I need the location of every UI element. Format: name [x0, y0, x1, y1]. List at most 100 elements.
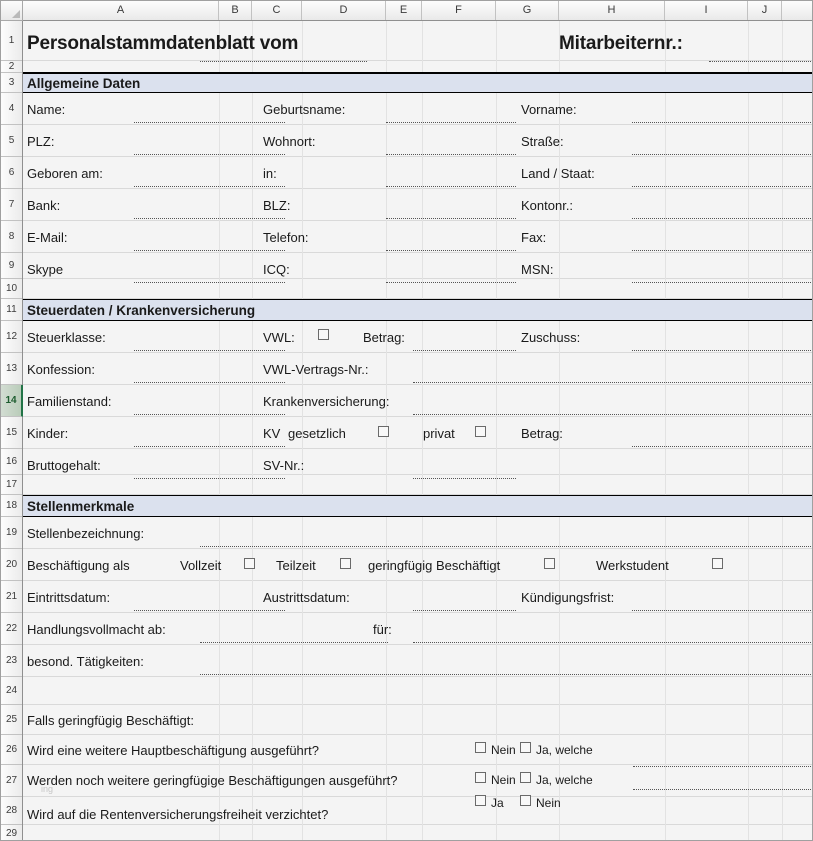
row-header-4[interactable]: 4 — [1, 93, 22, 125]
field-email[interactable] — [134, 250, 285, 251]
field-birth-name[interactable] — [386, 122, 516, 123]
checkbox-q3-yes[interactable] — [475, 795, 486, 806]
row-header-21[interactable]: 21 — [1, 581, 22, 613]
field-exit-date[interactable] — [413, 610, 516, 611]
field-born-on[interactable] — [134, 186, 285, 187]
column-header-F[interactable]: F — [422, 1, 496, 20]
column-header-J[interactable]: J — [748, 1, 782, 20]
column-header-K[interactable]: K — [782, 1, 812, 20]
label-first-name: Vorname: — [521, 101, 577, 117]
label-account-no: Kontonr.: — [521, 197, 574, 213]
label-kv-private: privat — [423, 425, 455, 441]
field-msn[interactable] — [632, 282, 811, 283]
row-header-15[interactable]: 15 — [1, 417, 22, 449]
field-fax[interactable] — [632, 250, 811, 251]
checkbox-full-time[interactable] — [244, 558, 255, 569]
field-confession[interactable] — [134, 382, 285, 383]
column-header-G[interactable]: G — [496, 1, 559, 20]
checkbox-q3-no[interactable] — [520, 795, 531, 806]
title-date-fill-line[interactable] — [200, 61, 367, 62]
field-special-activities[interactable] — [200, 674, 811, 675]
field-city[interactable] — [386, 154, 516, 155]
row-header-23[interactable]: 23 — [1, 645, 22, 677]
row-header-3[interactable]: 3 — [1, 73, 22, 93]
field-blz[interactable] — [386, 218, 516, 219]
checkbox-q1-yes[interactable] — [520, 742, 531, 753]
employee-number-fill-line[interactable] — [709, 61, 811, 62]
column-header-A[interactable]: A — [23, 1, 219, 20]
gridline-horizontal — [23, 221, 812, 253]
field-subsidy[interactable] — [632, 350, 811, 351]
row-header-24[interactable]: 24 — [1, 677, 22, 705]
field-kv-amount[interactable] — [632, 446, 811, 447]
checkbox-vwl[interactable] — [318, 329, 329, 340]
checkbox-working-student[interactable] — [712, 558, 723, 569]
row-header-28[interactable]: 28 — [1, 797, 22, 825]
column-header-H[interactable]: H — [559, 1, 665, 20]
column-header-D[interactable]: D — [302, 1, 386, 20]
row-header-22[interactable]: 22 — [1, 613, 22, 645]
field-for[interactable] — [413, 642, 811, 643]
row-header-1[interactable]: 1 — [1, 21, 22, 61]
row-header-26[interactable]: 26 — [1, 735, 22, 765]
field-vwl-amount[interactable] — [413, 350, 516, 351]
field-name[interactable] — [134, 122, 285, 123]
field-tax-class[interactable] — [134, 350, 285, 351]
field-vwl-contract-no[interactable] — [413, 382, 811, 383]
field-icq[interactable] — [386, 282, 516, 283]
field-bank[interactable] — [134, 218, 285, 219]
row-header-12[interactable]: 12 — [1, 321, 22, 353]
row-header-19[interactable]: 19 — [1, 517, 22, 549]
row-header-29[interactable]: 29 — [1, 825, 22, 840]
checkbox-kv-private[interactable] — [475, 426, 486, 437]
row-header-2[interactable]: 2 — [1, 61, 22, 73]
row-header-14[interactable]: 14 — [1, 385, 23, 417]
row-header-13[interactable]: 13 — [1, 353, 22, 385]
row-header-10[interactable]: 10 — [1, 279, 22, 299]
row-header-7[interactable]: 7 — [1, 189, 22, 221]
field-notice-period[interactable] — [632, 610, 811, 611]
field-health-insurance[interactable] — [413, 414, 811, 415]
column-header-C[interactable]: C — [252, 1, 302, 20]
field-country-state[interactable] — [632, 186, 811, 187]
row-header-17[interactable]: 17 — [1, 475, 22, 495]
field-q2-which[interactable] — [633, 789, 811, 790]
row-header-11[interactable]: 11 — [1, 299, 22, 321]
checkbox-q1-no[interactable] — [475, 742, 486, 753]
row-header-18[interactable]: 18 — [1, 495, 22, 517]
field-zip[interactable] — [134, 154, 285, 155]
field-children[interactable] — [134, 446, 285, 447]
field-street[interactable] — [632, 154, 811, 155]
row-header-20[interactable]: 20 — [1, 549, 22, 581]
checkbox-q2-no[interactable] — [475, 772, 486, 783]
field-power-of-attorney[interactable] — [200, 642, 388, 643]
column-header-I[interactable]: I — [665, 1, 748, 20]
row-header-9[interactable]: 9 — [1, 253, 22, 279]
row-header-6[interactable]: 6 — [1, 157, 22, 189]
field-gross-salary[interactable] — [134, 478, 285, 479]
checkbox-q2-yes[interactable] — [520, 772, 531, 783]
checkbox-kv-statutory[interactable] — [378, 426, 389, 437]
field-sv-no[interactable] — [413, 478, 516, 479]
checkbox-part-time[interactable] — [340, 558, 351, 569]
grid-body[interactable]: Personalstammdatenblatt vom Mitarbeitern… — [23, 21, 812, 840]
field-phone[interactable] — [386, 250, 516, 251]
field-skype[interactable] — [134, 282, 285, 283]
field-q1-which[interactable] — [633, 766, 811, 767]
row-header-27[interactable]: 27 — [1, 765, 22, 797]
column-header-E[interactable]: E — [386, 1, 422, 20]
row-header-5[interactable]: 5 — [1, 125, 22, 157]
select-all-corner[interactable] — [1, 1, 23, 21]
row-header-16[interactable]: 16 — [1, 449, 22, 475]
field-marital-status[interactable] — [134, 414, 285, 415]
row-header-25[interactable]: 25 — [1, 705, 22, 735]
row-header-8[interactable]: 8 — [1, 221, 22, 253]
field-account-no[interactable] — [632, 218, 811, 219]
field-job-title[interactable] — [200, 546, 811, 547]
field-first-name[interactable] — [632, 122, 811, 123]
label-q2-no: Nein — [491, 773, 516, 787]
field-born-in[interactable] — [386, 186, 516, 187]
field-entry-date[interactable] — [134, 610, 285, 611]
column-header-B[interactable]: B — [219, 1, 252, 20]
checkbox-marginal-employment[interactable] — [544, 558, 555, 569]
